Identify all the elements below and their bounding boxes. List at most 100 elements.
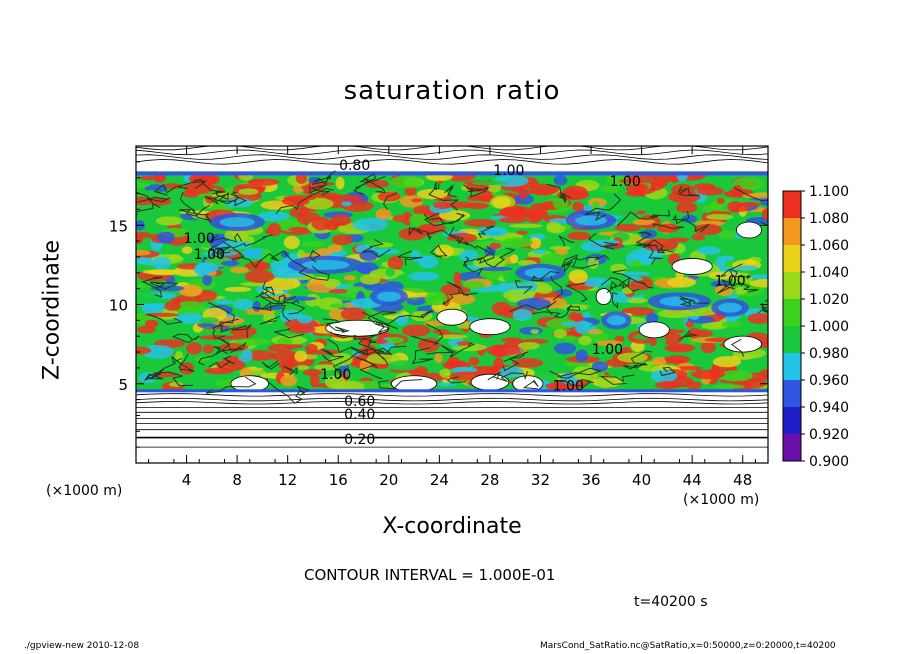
- contour-line: [355, 175, 386, 189]
- field-patch: [144, 319, 159, 328]
- field-patch: [519, 187, 528, 200]
- contour-line: [522, 379, 539, 390]
- field-patch: [221, 260, 240, 267]
- field-patch: [327, 244, 343, 253]
- contour-label: 0.40: [344, 407, 375, 423]
- field-patch: [352, 218, 388, 232]
- field-patch: [539, 252, 566, 267]
- field-patch: [590, 239, 620, 245]
- field-patch: [502, 306, 511, 314]
- colorbar-label: 0.940: [809, 400, 849, 416]
- field-patch: [328, 288, 348, 294]
- contour-line: [463, 184, 490, 198]
- contour-line: [635, 239, 674, 254]
- field-patch: [138, 175, 165, 181]
- field-patch: [280, 374, 298, 387]
- field-patch: [416, 188, 448, 200]
- contour-line: [147, 313, 184, 325]
- colorbar-label: 0.920: [809, 427, 849, 443]
- contour-line: [600, 276, 640, 292]
- field-patch: [244, 270, 275, 283]
- field-patch: [322, 278, 341, 288]
- colorbar-swatch: [783, 272, 801, 299]
- contour-line: [758, 302, 768, 314]
- field-patch: [760, 369, 768, 378]
- contour-line: [266, 377, 310, 404]
- plot-area: 0.80 1.001.001.001.001.001.001.001.000.60…: [136, 146, 768, 463]
- field-patch: [233, 309, 248, 315]
- field-patch: [181, 246, 193, 254]
- field-patch: [668, 190, 701, 204]
- field-patch: [489, 242, 502, 249]
- contour-line: [550, 275, 564, 301]
- field-patch: [308, 176, 322, 184]
- field-patch: [411, 198, 423, 203]
- colorbar-swatch: [783, 407, 801, 434]
- field-patch: [614, 223, 642, 232]
- contour-label: 1.00: [493, 163, 524, 179]
- field-patch: [407, 271, 440, 281]
- colorbar-label: 1.060: [809, 238, 849, 254]
- field-patch: [553, 328, 567, 339]
- x-axis-label: X-coordinate: [382, 514, 522, 539]
- field-patch: [690, 369, 726, 380]
- field-patch: [646, 313, 659, 325]
- field-patch: [468, 356, 480, 366]
- field-patch: [265, 305, 285, 310]
- contour-line: [429, 244, 448, 259]
- field-patch: [451, 360, 467, 367]
- contour-line: [309, 184, 331, 196]
- contour-line: [172, 333, 200, 344]
- contour-label: 0.80: [339, 158, 370, 174]
- contour-line: [329, 331, 383, 340]
- contour-label: 1.00: [714, 274, 745, 290]
- contour-line: [240, 250, 305, 269]
- field-patch: [525, 209, 543, 224]
- contour-line: [357, 338, 384, 354]
- field-patch: [499, 206, 527, 219]
- contour-line: [311, 170, 336, 186]
- field-patch: [329, 303, 349, 309]
- x-tick-label: 40: [632, 471, 651, 489]
- contour-line: [611, 292, 618, 309]
- contour-line: [143, 368, 164, 381]
- field-patch: [348, 180, 360, 187]
- field-patch: [464, 219, 497, 227]
- field-patch: [265, 277, 301, 290]
- upper-boundary-band: [136, 171, 768, 176]
- field-patch: [137, 293, 163, 304]
- field-patch: [324, 375, 346, 389]
- contour-line: [205, 376, 257, 394]
- field-patch: [375, 208, 392, 220]
- field-patch: [664, 343, 696, 353]
- contour-line: [411, 347, 434, 365]
- contour-line: [179, 204, 211, 217]
- field-patch: [691, 234, 706, 241]
- field-patch: [267, 222, 282, 237]
- field-patch: [141, 344, 174, 359]
- colorbar-swatch: [783, 353, 801, 380]
- x-tick-label: 28: [480, 471, 499, 489]
- chart-title: saturation ratio: [343, 76, 561, 106]
- field-patch: [510, 254, 519, 264]
- contour-line: [171, 353, 195, 372]
- contour-interval-note: CONTOUR INTERVAL = 1.000E-01: [304, 566, 556, 584]
- contour-line: [455, 239, 495, 264]
- colorbar-swatch: [783, 299, 801, 326]
- field-patch: [529, 237, 542, 249]
- field-patch: [675, 243, 686, 254]
- contour-line: [150, 281, 178, 290]
- contour-line: [204, 190, 230, 205]
- field-patch: [650, 369, 678, 383]
- lower-contour-line: [136, 397, 768, 402]
- contour-line: [546, 183, 572, 203]
- contour-line: [514, 280, 534, 294]
- field-patch: [283, 235, 300, 250]
- field-patch: [301, 241, 327, 248]
- contour-line: [508, 300, 557, 316]
- contour-line: [321, 348, 344, 362]
- field-patch: [288, 226, 308, 232]
- field-patch: [536, 286, 553, 294]
- field-patch: [533, 249, 548, 255]
- contour-line: [549, 367, 603, 379]
